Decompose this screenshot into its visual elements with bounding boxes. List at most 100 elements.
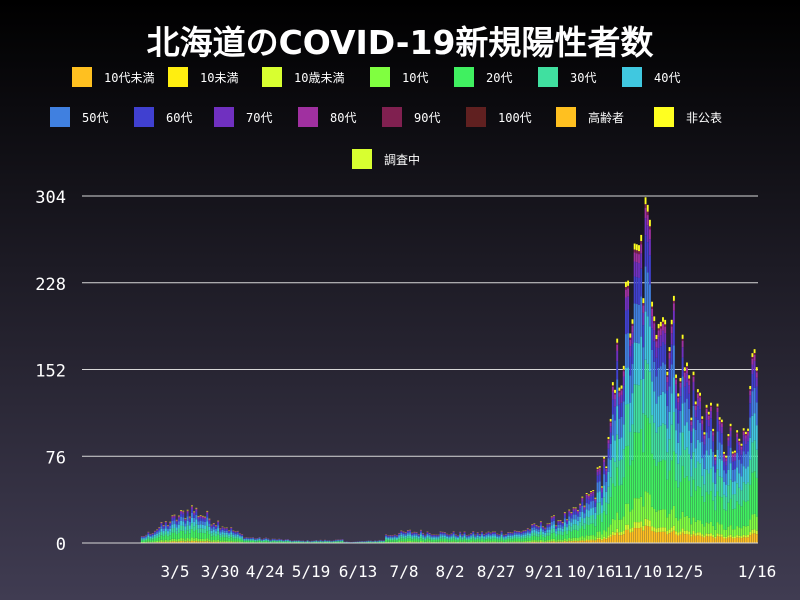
x-tick-label: 10/16: [567, 562, 615, 581]
bar-segment: [221, 536, 224, 541]
bar-segment: [624, 287, 627, 290]
bar-segment: [463, 535, 466, 537]
legend-swatch: [466, 107, 486, 127]
bar-segment: [609, 422, 612, 427]
bar-segment: [247, 538, 250, 540]
bar-segment: [265, 539, 268, 541]
bar-segment: [470, 534, 473, 536]
bar-segment: [171, 518, 174, 522]
bar-segment: [188, 541, 191, 543]
bar-segment: [461, 535, 464, 537]
bar-segment: [489, 541, 492, 543]
bar-segment: [180, 513, 183, 517]
bar-segment: [603, 462, 606, 467]
bar-segment: [718, 524, 721, 535]
bar-segment: [387, 536, 390, 538]
bar-segment: [230, 537, 233, 541]
bar-segment: [736, 430, 739, 433]
bar-segment: [655, 432, 658, 467]
bar-segment: [683, 516, 686, 531]
legend-swatch: [298, 107, 318, 127]
bar-segment: [219, 540, 222, 542]
bar-segment: [618, 438, 621, 461]
bar-segment: [258, 540, 261, 543]
bar-segment: [716, 533, 719, 537]
bar-segment: [563, 531, 566, 539]
bar-segment: [208, 519, 211, 521]
bar-segment: [631, 424, 634, 461]
bar-segment: [651, 316, 654, 329]
bar-segment: [749, 417, 752, 438]
bar-segment: [535, 527, 538, 529]
bar-segment: [550, 518, 553, 520]
bar-segment: [655, 334, 658, 340]
bar-segment: [755, 530, 758, 535]
bar-segment: [592, 493, 595, 496]
bar-segment: [703, 537, 706, 543]
bar-segment: [182, 521, 185, 526]
bar-segment: [723, 451, 725, 454]
bar-segment: [583, 529, 586, 538]
bar-segment: [725, 457, 728, 459]
bar-segment: [740, 538, 743, 543]
bar-segment: [446, 536, 449, 539]
bar-segment: [505, 541, 507, 543]
bar-segment: [594, 526, 597, 537]
bar-segment: [173, 541, 176, 543]
bar-segment: [520, 535, 523, 538]
bar-segment: [624, 334, 627, 368]
bar-segment: [605, 467, 608, 469]
bar-segment: [175, 541, 178, 543]
bar-segment: [729, 534, 732, 538]
bar-segment: [633, 342, 636, 385]
bar-segment: [555, 533, 558, 537]
bar-segment: [585, 498, 588, 504]
bar-segment: [199, 528, 202, 533]
bar-segment: [396, 541, 398, 543]
bar-segment: [640, 379, 643, 430]
bar-segment: [581, 540, 584, 543]
bar-segment: [657, 367, 660, 397]
bar-segment: [518, 532, 521, 534]
bar-segment: [537, 528, 540, 530]
bar-segment: [171, 515, 174, 517]
bar-segment: [664, 344, 667, 365]
bar-segment: [426, 533, 429, 536]
bar-segment: [424, 537, 427, 539]
bar-segment: [441, 541, 444, 543]
bar-segment: [515, 538, 518, 542]
bar-segment: [648, 494, 651, 521]
bar-segment: [640, 527, 643, 543]
bar-segment: [738, 459, 741, 474]
bar-segment: [751, 472, 754, 515]
bar-segment: [430, 541, 433, 543]
legend-swatch: [72, 67, 92, 87]
legend-label: 50代: [82, 110, 109, 125]
bar-segment: [446, 541, 449, 543]
bar-segment: [572, 540, 575, 542]
bar-segment: [686, 362, 688, 367]
bar-segment: [151, 536, 154, 538]
bar-segment: [668, 351, 671, 353]
bar-segment: [577, 516, 579, 521]
bar-segment: [583, 507, 586, 510]
bar-segment: [500, 534, 503, 537]
bar-segment: [749, 519, 752, 532]
bar-segment: [679, 396, 682, 411]
bar-segment: [590, 523, 592, 536]
bar-segment: [494, 541, 497, 543]
bar-segment: [725, 458, 728, 462]
bar-segment: [749, 535, 752, 543]
bar-segment: [627, 333, 630, 368]
bar-segment: [703, 468, 706, 485]
bar-segment: [683, 449, 686, 479]
bar-segment: [699, 392, 701, 396]
bar-segment: [542, 528, 544, 530]
bar-segment: [646, 242, 649, 273]
bar-segment: [646, 492, 649, 520]
bar-segment: [465, 540, 468, 542]
bar-segment: [173, 516, 176, 518]
bar-segment: [638, 304, 640, 344]
bar-segment: [286, 539, 289, 541]
bar-segment: [624, 289, 627, 298]
